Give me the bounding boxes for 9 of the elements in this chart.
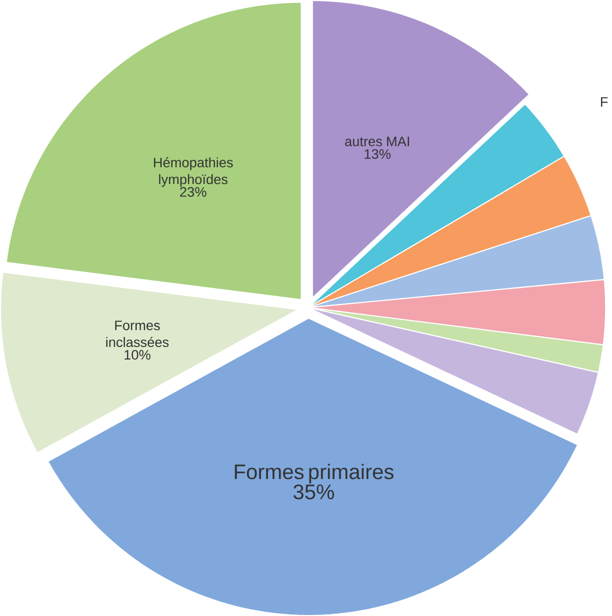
data-label: 10% xyxy=(124,350,151,360)
data-label: 35% xyxy=(294,484,334,500)
slice-label: Formes inclassées xyxy=(106,320,169,348)
slice-label: Formes primaires xyxy=(235,464,394,484)
slice-label: autres MAI xyxy=(345,136,410,146)
data-label: 23% xyxy=(180,187,206,197)
text: F xyxy=(601,97,608,107)
slice-label: Hémopathies lymphoïdes xyxy=(154,157,233,187)
data-label: 13% xyxy=(364,149,391,159)
